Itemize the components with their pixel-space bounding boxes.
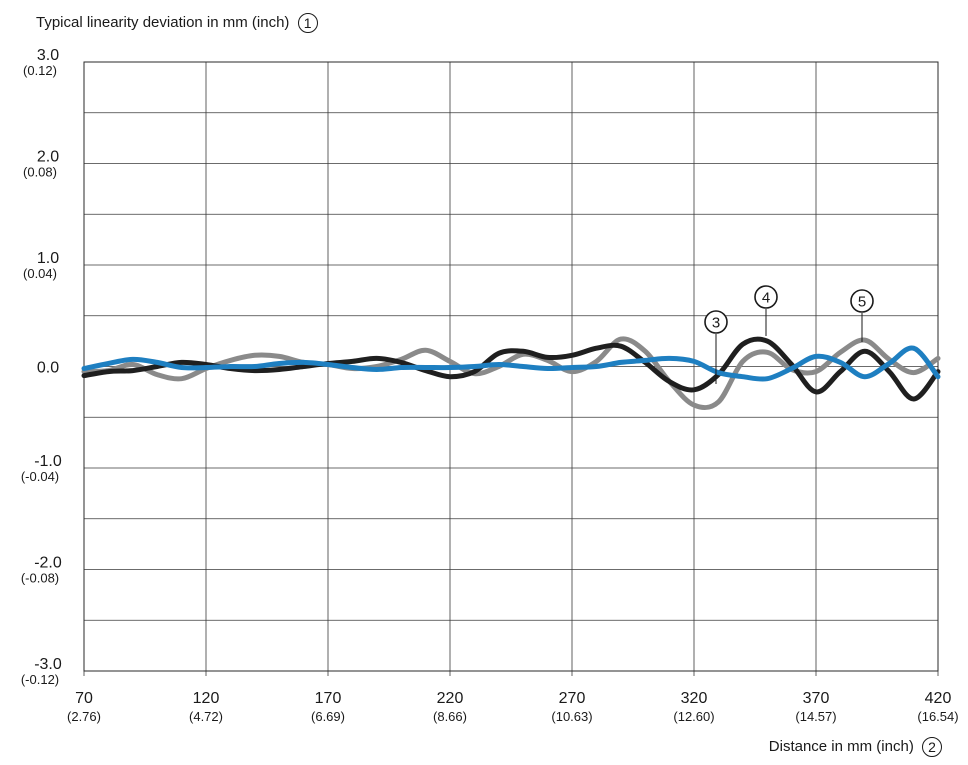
- y-tick-label-inch: (-0.08): [21, 571, 59, 586]
- x-tick-labels: 70 (2.76) 120 (4.72) 170 (6.69) 220 (8.66) 270 (1…: [67, 690, 959, 724]
- series-line-5: [81, 345, 941, 382]
- y-tick-label: -2.0: [34, 555, 62, 572]
- y-tick-label: 3.0: [37, 47, 59, 64]
- callout-label-5: 5: [858, 294, 866, 311]
- x-tick-label: 370: [803, 690, 830, 707]
- x-tick-label-inch: (12.60): [673, 709, 714, 724]
- series-lines: [81, 336, 941, 411]
- y-axis-marker: 1: [297, 13, 318, 33]
- callout-label-4: 4: [762, 290, 770, 307]
- x-tick-label: 270: [559, 690, 586, 707]
- x-tick-label: 220: [437, 690, 464, 707]
- x-tick-label-inch: (2.76): [67, 709, 101, 724]
- x-tick-label-inch: (8.66): [433, 709, 467, 724]
- x-tick-label-inch: (10.63): [551, 709, 592, 724]
- y-tick-label: -3.0: [34, 656, 62, 673]
- y-tick-label: 2.0: [37, 149, 59, 166]
- y-tick-labels: 3.0(0.12) 2.0(0.08) 1.0(0.04) 0.0 -1.0(-0.04…: [21, 47, 62, 687]
- y-tick-label-inch: (0.08): [23, 165, 57, 180]
- series-callouts: 3 4 5: [704, 285, 874, 384]
- y-tick-label: 1.0: [37, 250, 59, 267]
- y-tick-label-inch: (-0.12): [21, 672, 59, 687]
- y-tick-label-inch: (0.04): [23, 266, 57, 281]
- x-axis-marker: 2: [922, 737, 942, 757]
- x-tick-label-inch: (4.72): [189, 709, 223, 724]
- y-tick-label: -1.0: [34, 453, 62, 470]
- callout-circle-5: [850, 289, 874, 313]
- y-axis-label: Typical linearity deviation in mm (inch): [36, 13, 290, 31]
- x-tick-label-inch: (6.69): [311, 709, 345, 724]
- x-tick-label-inch: (14.57): [795, 709, 836, 724]
- callout-circle-3: [704, 310, 728, 334]
- y-tick-label: 0.0: [37, 360, 59, 377]
- y-tick-label-inch: (0.12): [23, 63, 57, 78]
- callout-label-3: 3: [712, 315, 720, 332]
- x-axis-title: Distance in mm (inch) 2: [769, 737, 942, 757]
- x-tick-label: 170: [315, 690, 342, 707]
- x-tick-label: 120: [193, 690, 220, 707]
- y-axis-title: Typical linearity deviation in mm (inch)…: [36, 13, 318, 33]
- x-tick-label: 320: [681, 690, 708, 707]
- x-axis-label: Distance in mm (inch): [768, 737, 914, 755]
- x-tick-label: 70: [75, 690, 93, 707]
- callout-circle-4: [754, 285, 778, 309]
- y-tick-label-inch: (-0.04): [21, 469, 59, 484]
- x-tick-label-inch: (16.54): [917, 709, 958, 724]
- x-tick-label: 420: [925, 690, 952, 707]
